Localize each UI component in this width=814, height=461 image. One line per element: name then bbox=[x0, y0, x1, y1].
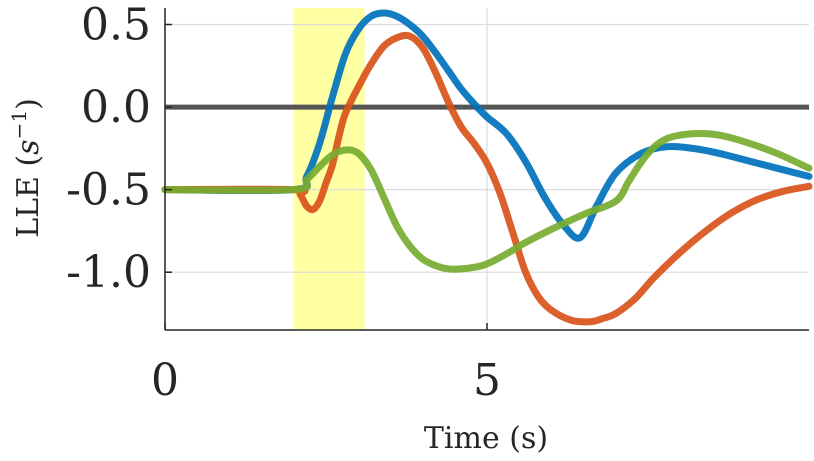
series-line-3 bbox=[161, 130, 813, 273]
x-tick-label: 0 bbox=[151, 355, 179, 406]
series-layer bbox=[161, 9, 813, 326]
y-axis-label-close: ) bbox=[11, 98, 46, 110]
y-axis-label-exponent: −1 bbox=[7, 110, 31, 139]
y-axis-label: LLE (s−1) bbox=[7, 98, 46, 238]
series-line-2 bbox=[161, 31, 813, 326]
y-tick-label: -0.5 bbox=[66, 165, 151, 216]
x-tick-label: 5 bbox=[473, 355, 501, 406]
tick-labels-layer: -1.0 -0.5 0.0 0.5 0 5 bbox=[66, 0, 501, 406]
y-axis-label-unit: s bbox=[11, 139, 46, 154]
x-axis-label: Time (s) bbox=[424, 421, 548, 456]
y-tick-label: -1.0 bbox=[66, 247, 151, 298]
y-axis-label-text: LLE ( bbox=[11, 155, 46, 238]
series-line-1 bbox=[161, 9, 813, 242]
y-tick-label: 0.0 bbox=[81, 82, 151, 133]
axes-layer bbox=[164, 8, 809, 331]
y-tick-label: 0.5 bbox=[81, 0, 151, 51]
